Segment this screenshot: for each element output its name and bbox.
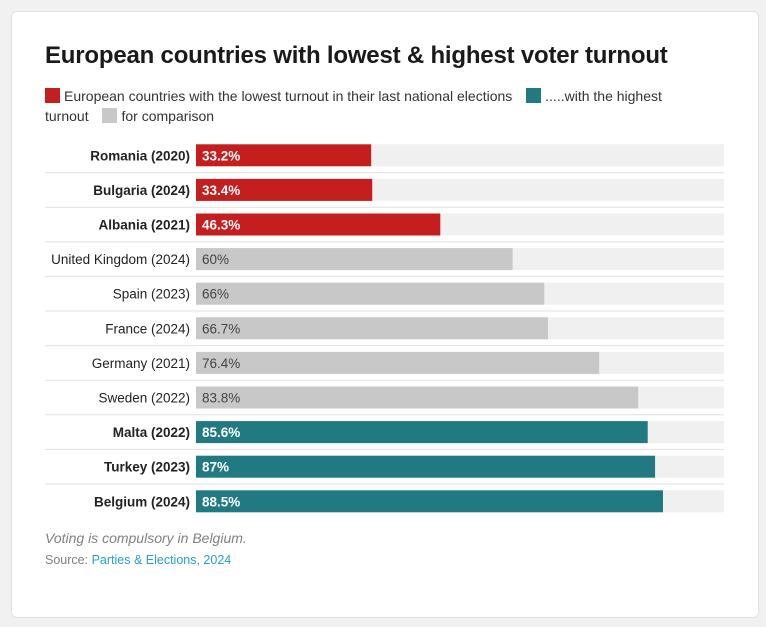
bar	[196, 421, 648, 444]
bar	[196, 248, 513, 271]
legend-swatch-comparison	[102, 108, 118, 123]
legend-label-comparison: for comparison	[121, 108, 215, 124]
value-label: 46.3%	[202, 218, 240, 233]
value-label: 66%	[202, 287, 229, 302]
value-label: 66.7%	[202, 321, 240, 336]
legend: European countries with the lowest turno…	[45, 86, 685, 126]
value-label: 88.5%	[202, 494, 240, 509]
bar	[196, 213, 441, 236]
chart-title: European countries with lowest & highest…	[45, 42, 668, 69]
chart-card	[11, 11, 759, 618]
source-link[interactable]: Parties & Elections, 2024	[91, 553, 232, 567]
bar	[196, 455, 656, 478]
legend-swatch-low	[45, 88, 60, 103]
source-prefix: Source:	[45, 553, 92, 567]
bar	[196, 144, 372, 167]
value-label: 60%	[202, 252, 229, 267]
footnote: Voting is compulsory in Belgium.	[45, 530, 247, 546]
category-label: Germany (2021)	[92, 356, 190, 371]
value-label: 33.4%	[202, 183, 240, 198]
legend-label-high: .....with the highest turnout	[45, 88, 662, 124]
category-label: Belgium (2024)	[94, 494, 190, 509]
bar	[196, 178, 373, 201]
bar	[196, 386, 639, 409]
legend-label-low: European countries with the lowest turno…	[64, 88, 513, 104]
category-label: France (2024)	[105, 321, 190, 336]
value-label: 83.8%	[202, 391, 240, 406]
value-label: 85.6%	[202, 425, 240, 440]
bar	[196, 282, 545, 305]
bar	[196, 351, 600, 374]
category-label: Bulgaria (2024)	[93, 183, 190, 198]
bar	[196, 317, 548, 340]
bar	[196, 490, 663, 513]
value-label: 33.2%	[202, 148, 240, 163]
category-label: United Kingdom (2024)	[51, 252, 190, 267]
category-label: Romania (2020)	[90, 148, 190, 163]
category-label: Spain (2023)	[113, 287, 190, 302]
legend-swatch-high	[526, 88, 542, 103]
category-label: Turkey (2023)	[104, 460, 190, 475]
source-line: Source: Parties & Elections, 2024	[45, 553, 231, 567]
value-label: 76.4%	[202, 356, 240, 371]
category-label: Sweden (2022)	[98, 391, 190, 406]
category-label: Malta (2022)	[113, 425, 190, 440]
value-label: 87%	[202, 460, 229, 475]
category-label: Albania (2021)	[98, 218, 190, 233]
